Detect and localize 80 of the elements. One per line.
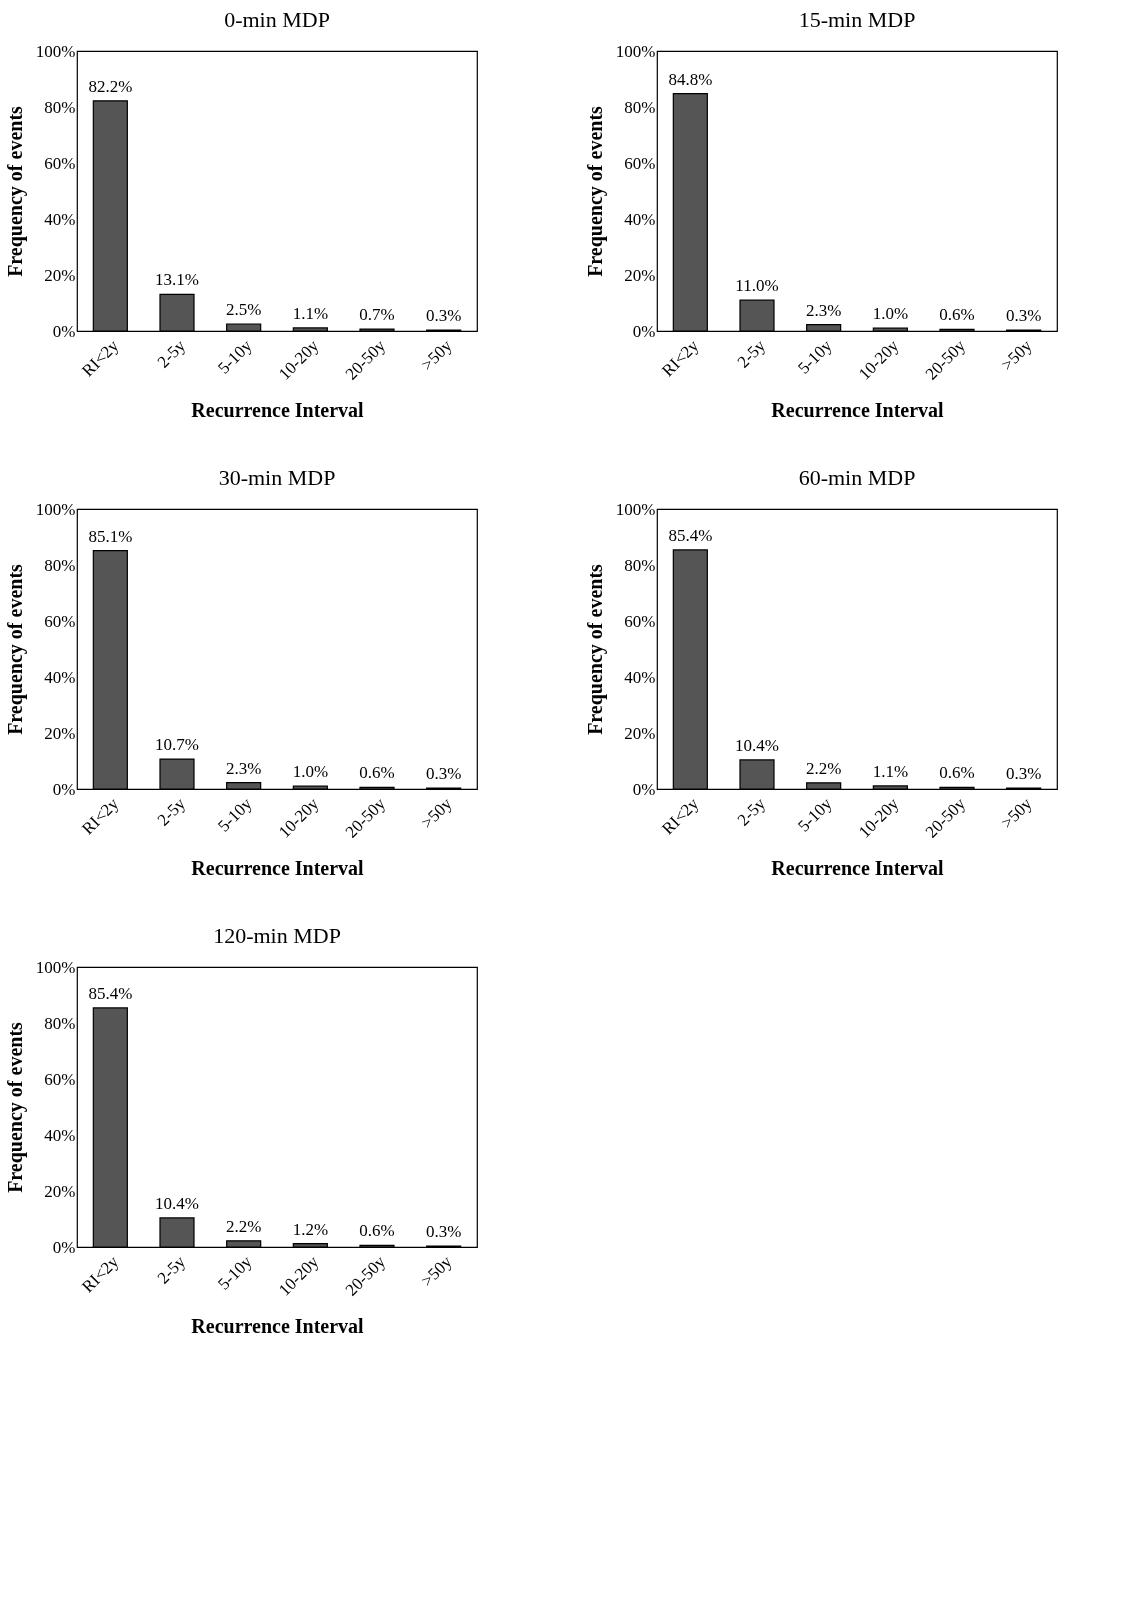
y-axis-title: Frequency of events (3, 105, 27, 277)
data-label: 1.1% (872, 761, 909, 781)
x-axis-title: Recurrence Interval (191, 856, 365, 879)
y-axis-title: Frequency of events (583, 105, 607, 277)
chart-title: 15-min MDP (798, 7, 916, 32)
y-tick-label: 80% (44, 555, 76, 575)
data-label: 1.0% (292, 762, 329, 782)
y-tick-label: 40% (44, 1125, 76, 1145)
y-tick-label: 0% (632, 779, 656, 799)
data-label: 85.1% (88, 526, 133, 546)
y-tick-label: 100% (35, 41, 76, 61)
y-tick-label: 80% (44, 97, 76, 117)
y-tick-label: 60% (44, 1069, 76, 1089)
y-tick-label: 60% (624, 611, 656, 631)
y-tick-label: 0% (632, 321, 656, 341)
data-label: 10.4% (155, 1193, 199, 1213)
x-tick-label: 2-5y (153, 793, 190, 830)
data-label: 84.8% (668, 69, 713, 89)
data-label: 0.3% (1005, 764, 1042, 784)
data-label: 0.7% (359, 305, 395, 325)
y-tick-label: 0% (52, 779, 76, 799)
data-label: 85.4% (88, 983, 133, 1003)
y-tick-label: 100% (35, 499, 76, 519)
x-tick-label: 2-5y (733, 335, 770, 372)
y-tick-label: 20% (624, 723, 656, 743)
y-axis-title: Frequency of events (3, 1021, 27, 1193)
y-tick-label: 80% (624, 97, 656, 117)
chart-title: 30-min MDP (218, 465, 336, 490)
y-tick-label: 40% (624, 667, 656, 687)
y-tick-label: 0% (52, 321, 76, 341)
data-label: 0.6% (939, 305, 975, 325)
y-tick-label: 100% (615, 41, 656, 61)
data-label: 1.1% (292, 303, 329, 323)
data-label: 82.2% (88, 76, 133, 96)
y-tick-label: 20% (44, 265, 76, 285)
y-tick-label: 100% (615, 499, 656, 519)
data-label: 1.0% (872, 304, 909, 324)
y-tick-label: 40% (44, 667, 76, 687)
chart-title: 0-min MDP (224, 7, 330, 32)
y-tick-label: 80% (624, 555, 656, 575)
data-label: 0.3% (1005, 306, 1042, 326)
y-tick-label: 40% (44, 209, 76, 229)
y-tick-label: 100% (35, 957, 76, 977)
data-label: 13.1% (155, 270, 199, 290)
data-label: 2.3% (225, 758, 262, 778)
data-label: 0.6% (939, 763, 975, 783)
x-axis-title: Recurrence Interval (191, 398, 365, 421)
y-tick-label: 0% (52, 1237, 76, 1257)
y-axis-title: Frequency of events (583, 563, 607, 735)
data-label: 11.0% (735, 276, 779, 296)
y-tick-label: 60% (624, 153, 656, 173)
y-tick-label: 20% (624, 265, 656, 285)
x-tick-label: 2-5y (733, 793, 770, 830)
data-label: 0.6% (359, 1221, 395, 1241)
data-label: 2.2% (805, 758, 842, 778)
y-tick-label: 20% (44, 723, 76, 743)
data-label: 10.4% (735, 735, 779, 755)
data-label: 0.3% (425, 1222, 462, 1242)
data-label: 0.6% (359, 763, 395, 783)
chart-title: 60-min MDP (798, 465, 916, 490)
x-axis-title: Recurrence Interval (771, 856, 945, 879)
y-axis-title: Frequency of events (3, 563, 27, 735)
data-label: 10.7% (155, 735, 199, 755)
data-label: 2.5% (225, 300, 262, 319)
y-tick-label: 80% (44, 1013, 76, 1033)
data-label: 85.4% (668, 525, 713, 545)
x-axis-title: Recurrence Interval (191, 1314, 365, 1337)
y-tick-label: 40% (624, 209, 656, 229)
x-tick-label: 2-5y (153, 1251, 190, 1288)
y-tick-label: 20% (44, 1181, 76, 1201)
x-tick-label: 2-5y (153, 335, 190, 372)
chart-title: 120-min MDP (213, 923, 341, 948)
data-label: 1.2% (292, 1219, 329, 1239)
x-axis-title: Recurrence Interval (771, 398, 945, 421)
data-label: 0.3% (425, 306, 462, 326)
data-label: 2.2% (225, 1216, 262, 1236)
y-tick-label: 60% (44, 153, 76, 173)
data-label: 2.3% (805, 300, 842, 320)
data-label: 0.3% (425, 764, 462, 784)
y-tick-label: 60% (44, 611, 76, 631)
